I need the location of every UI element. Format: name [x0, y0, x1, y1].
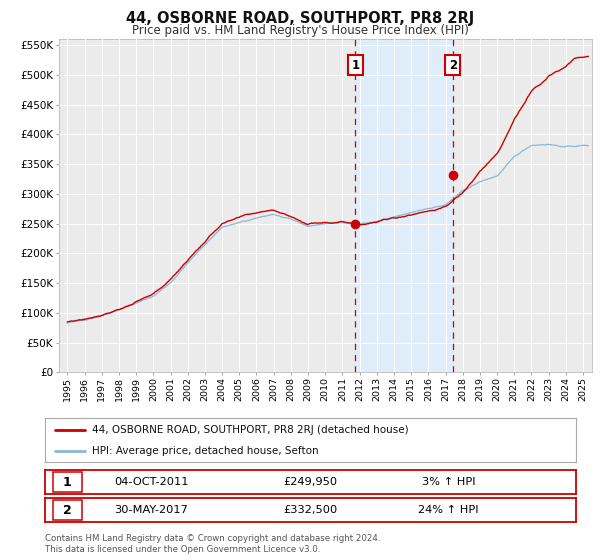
- FancyBboxPatch shape: [53, 473, 82, 492]
- Text: This data is licensed under the Open Government Licence v3.0.: This data is licensed under the Open Gov…: [45, 545, 320, 554]
- Text: 04-OCT-2011: 04-OCT-2011: [114, 477, 188, 487]
- Text: 2: 2: [63, 503, 71, 516]
- Text: 44, OSBORNE ROAD, SOUTHPORT, PR8 2RJ (detached house): 44, OSBORNE ROAD, SOUTHPORT, PR8 2RJ (de…: [92, 425, 409, 435]
- Text: Contains HM Land Registry data © Crown copyright and database right 2024.: Contains HM Land Registry data © Crown c…: [45, 534, 380, 543]
- Bar: [355, 39, 453, 372]
- Text: £332,500: £332,500: [283, 505, 338, 515]
- Text: Price paid vs. HM Land Registry's House Price Index (HPI): Price paid vs. HM Land Registry's House …: [131, 24, 469, 36]
- Text: 1: 1: [63, 475, 71, 488]
- Text: £249,950: £249,950: [283, 477, 338, 487]
- Text: 30-MAY-2017: 30-MAY-2017: [114, 505, 188, 515]
- Text: 3% ↑ HPI: 3% ↑ HPI: [422, 477, 475, 487]
- Text: 1: 1: [351, 59, 359, 72]
- Text: HPI: Average price, detached house, Sefton: HPI: Average price, detached house, Seft…: [92, 446, 319, 456]
- FancyBboxPatch shape: [53, 501, 82, 520]
- Text: 44, OSBORNE ROAD, SOUTHPORT, PR8 2RJ: 44, OSBORNE ROAD, SOUTHPORT, PR8 2RJ: [126, 11, 474, 26]
- Text: 24% ↑ HPI: 24% ↑ HPI: [418, 505, 479, 515]
- Text: 2: 2: [449, 59, 457, 72]
